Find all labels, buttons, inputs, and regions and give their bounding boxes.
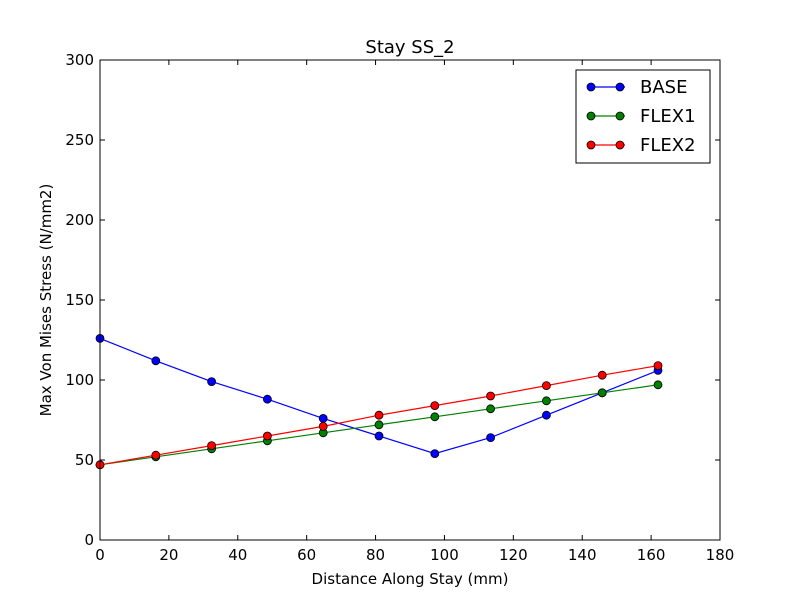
x-tick-label-6: 120 [499, 546, 528, 564]
data-point-base-1 [151, 356, 161, 366]
x-tick-label-1: 20 [159, 546, 178, 564]
data-point-base-2 [207, 377, 217, 387]
legend: BASE FLEX1 FLEX2 [575, 69, 711, 164]
x-axis-label: Distance Along Stay (mm) [312, 570, 509, 588]
data-point-flex2-2 [207, 441, 217, 451]
data-point-flex1-6 [430, 412, 440, 422]
y-tick-label-6: 300 [65, 51, 94, 69]
data-point-base-6 [430, 449, 440, 459]
y-tick-label-5: 250 [65, 131, 94, 149]
x-tick-label-5: 100 [430, 546, 459, 564]
y-tick-label-4: 200 [65, 211, 94, 229]
data-point-flex2-10 [653, 361, 663, 371]
data-point-flex2-5 [374, 410, 384, 420]
y-tick-label-0: 0 [84, 531, 94, 549]
data-point-flex1-7 [486, 404, 496, 414]
data-point-flex1-10 [653, 380, 663, 390]
data-point-flex2-1 [151, 450, 161, 460]
legend-marker-flex2-a [586, 140, 596, 150]
x-tick-label-4: 80 [366, 546, 385, 564]
legend-marker-flex2-b [615, 140, 625, 150]
chart-title: Stay SS_2 [365, 37, 454, 58]
legend-marker-flex1-b [615, 111, 625, 121]
tick-layer: 0 20 40 60 80 100 120 140 160 180 0 50 100 150 200 250 3… [65, 51, 734, 564]
data-point-flex2-7 [486, 391, 496, 401]
data-point-base-3 [262, 394, 272, 404]
data-point-flex1-5 [374, 420, 384, 430]
data-point-base-5 [374, 431, 384, 441]
y-tick-label-3: 150 [65, 291, 94, 309]
data-point-flex1-8 [542, 396, 551, 406]
x-tick-label-9: 180 [706, 546, 735, 564]
legend-marker-flex1-a [586, 111, 596, 121]
legend-label-flex2: FLEX2 [640, 135, 696, 156]
data-point-base-8 [542, 410, 551, 420]
data-point-base-4 [318, 413, 328, 423]
legend-label-flex1: FLEX1 [640, 106, 696, 127]
legend-marker-base-a [586, 82, 596, 92]
data-point-flex2-4 [318, 421, 328, 431]
data-point-flex2-8 [542, 381, 551, 391]
x-tick-label-3: 60 [297, 546, 316, 564]
plot-layer [95, 333, 663, 470]
x-tick-label-7: 140 [568, 546, 597, 564]
data-point-flex1-9 [597, 388, 607, 398]
legend-label-base: BASE [640, 77, 687, 98]
x-tick-label-8: 160 [637, 546, 666, 564]
data-point-flex2-3 [262, 431, 272, 441]
x-tick-label-2: 40 [228, 546, 247, 564]
x-tick-label-0: 0 [95, 546, 105, 564]
y-tick-label-2: 100 [65, 371, 94, 389]
legend-marker-base-b [615, 82, 625, 92]
data-point-flex2-9 [597, 370, 607, 380]
y-tick-label-1: 50 [75, 451, 94, 469]
data-point-base-7 [486, 433, 496, 443]
y-axis-label: Max Von Mises Stress (N/mm2) [37, 184, 55, 417]
data-point-flex2-6 [430, 401, 440, 411]
